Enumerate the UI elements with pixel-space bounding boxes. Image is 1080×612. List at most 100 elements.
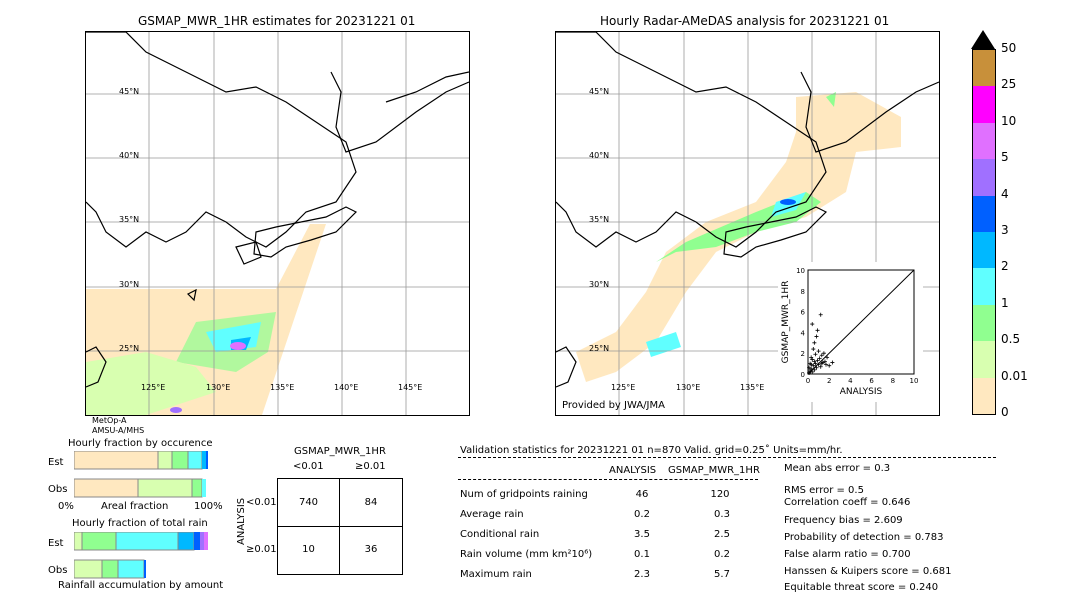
- colorbar-label: 50: [1001, 41, 1017, 55]
- rain-est-5: [204, 532, 208, 550]
- occurrence-obs-label: Obs: [48, 484, 68, 495]
- score-6: Hanssen & Kuipers score = 0.681: [784, 566, 952, 577]
- val-row-label-0: Num of gridpoints raining: [460, 489, 588, 500]
- scatter-ytick: 6: [801, 309, 806, 317]
- left-rain-max: [230, 342, 246, 350]
- scatter-ytick: 8: [801, 288, 805, 296]
- svg-text:25°N: 25°N: [119, 344, 139, 353]
- contingency-cell-11: 36: [364, 544, 378, 555]
- scatter-point: [816, 362, 821, 367]
- scatter-point: [821, 351, 826, 356]
- scatter-point: [810, 322, 815, 327]
- left-coastlines: [86, 32, 469, 388]
- occurrence-est-label: Est: [48, 457, 64, 468]
- scatter-xtick: 2: [827, 377, 831, 385]
- val-row-a-1: 0.2: [634, 509, 650, 520]
- val-row-a-2: 3.5: [634, 529, 650, 540]
- svg-text:45°N: 45°N: [119, 87, 139, 96]
- left-rain-spot: [170, 407, 182, 413]
- occ-est-3: [206, 451, 208, 469]
- right-coastlines: [556, 32, 939, 388]
- svg-text:145°E: 145°E: [398, 383, 422, 392]
- contingency-row-1: <0.01: [246, 497, 277, 508]
- colorbar: [972, 49, 996, 415]
- val-row-g-4: 5.7: [714, 569, 730, 580]
- rain-est-4: [200, 532, 204, 550]
- val-row-a-3: 0.1: [634, 549, 650, 560]
- val-row-g-1: 0.3: [714, 509, 730, 520]
- contingency-cell-10: 10: [302, 544, 315, 555]
- validation-col-divider: [458, 479, 758, 480]
- left-rain-southwest: [86, 352, 216, 415]
- score-5: False alarm ratio = 0.700: [784, 549, 911, 560]
- scatter-point: [818, 312, 823, 317]
- contingency-row-2: ≥0.01: [246, 544, 277, 555]
- svg-text:35°N: 35°N: [589, 215, 609, 224]
- svg-text:45°N: 45°N: [589, 87, 609, 96]
- val-row-a-4: 2.3: [634, 569, 650, 580]
- occ-est-2: [202, 451, 206, 469]
- rain-obs-3: [144, 560, 146, 578]
- colorbar-label: 0.01: [1001, 368, 1028, 383]
- colorbar-label: 4: [1001, 186, 1009, 201]
- occurrence-title: Hourly fraction by occurence: [68, 438, 213, 449]
- colorbar-label: 3: [1001, 223, 1009, 237]
- svg-text:130°E: 130°E: [676, 383, 700, 392]
- scatter-point: [812, 359, 817, 364]
- scatter-point: [807, 365, 812, 370]
- occ-est-05: [171, 451, 189, 470]
- rainfall-title: Hourly fraction of total rain: [72, 518, 208, 529]
- colorbar-segment: [973, 86, 995, 123]
- svg-text:40°N: 40°N: [589, 151, 609, 160]
- score-1: RMS error = 0.5: [784, 485, 864, 496]
- colorbar-segment: [973, 341, 995, 378]
- val-row-label-3: Rain volume (mm km²10⁶): [460, 549, 593, 560]
- score-4: Probability of detection = 0.783: [784, 532, 944, 543]
- right-rain-north: [826, 92, 836, 107]
- validation-header: Validation statistics for 20231221 01 n=…: [460, 445, 843, 456]
- occ-obs-001: [137, 478, 193, 498]
- validation-col-analysis: ANALYSIS: [609, 465, 657, 476]
- scatter-point: [815, 358, 820, 363]
- score-3: Frequency bias = 2.609: [784, 515, 903, 526]
- occurrence-xtick-1: 100%: [194, 501, 223, 512]
- scatter-point: [807, 370, 812, 375]
- rainfall-obs-label: Obs: [48, 565, 68, 576]
- occ-est-001: [157, 451, 173, 470]
- contingency-table: 740 84 10 36: [277, 478, 403, 575]
- contingency-col-2: ≥0.01: [355, 461, 386, 472]
- sensor-name-2: AMSU-A/MHS: [92, 426, 145, 435]
- rain-est-001: [74, 532, 83, 551]
- scatter-xtick: 6: [869, 377, 874, 385]
- colorbar-label: 25: [1001, 77, 1017, 92]
- svg-text:40°N: 40°N: [119, 151, 139, 160]
- val-row-g-3: 0.2: [714, 549, 730, 560]
- left-lat-labels: 45°N 40°N 35°N 30°N 25°N: [119, 87, 139, 353]
- colorbar-segment: [973, 268, 995, 305]
- svg-text:25°N: 25°N: [589, 344, 609, 353]
- rain-obs-001: [74, 559, 103, 579]
- left-map-canvas: 45°N 40°N 35°N 30°N 25°N 125°E 130°E 135…: [86, 32, 469, 415]
- scatter-ytick: 0: [801, 371, 805, 379]
- score-7: Equitable threat score = 0.240: [784, 582, 939, 593]
- occ-est-1: [187, 451, 203, 470]
- scatter-plot: 00 2 2 4 4 6 6 8 8 10 10 ANALYSIS GSMAP_MWR_1HR: [781, 267, 918, 397]
- scatter-point: [812, 340, 817, 345]
- occurrence-xlabel: Areal fraction: [101, 501, 169, 512]
- colorbar-extend-arrow: [971, 30, 995, 49]
- scatter-point: [809, 355, 814, 360]
- scatter-point: [814, 365, 819, 370]
- scatter-point: [814, 334, 819, 339]
- colorbar-segment: [973, 50, 995, 87]
- scatter-point: [815, 328, 820, 333]
- svg-text:125°E: 125°E: [611, 383, 635, 392]
- right-lat-labels: 45°N 40°N 35°N 30°N 25°N: [589, 87, 609, 353]
- val-row-label-2: Conditional rain: [460, 529, 540, 540]
- colorbar-segment: [973, 159, 995, 196]
- right-rain-heavy: [780, 199, 796, 205]
- contingency-cell-01: 84: [364, 497, 378, 508]
- scatter-xtick: 4: [848, 377, 853, 385]
- occ-obs-none: [74, 478, 139, 498]
- scatter-diagonal: [807, 269, 915, 375]
- scatter-ytick: 4: [801, 329, 806, 337]
